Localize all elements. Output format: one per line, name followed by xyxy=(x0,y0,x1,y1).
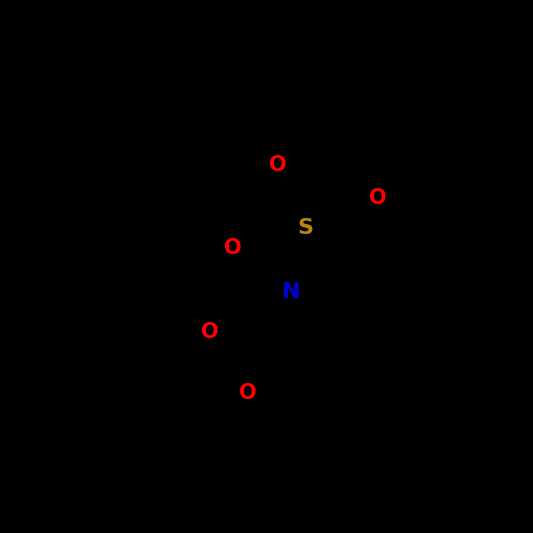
Text: O: O xyxy=(269,155,287,175)
Text: O: O xyxy=(224,238,242,258)
Text: O: O xyxy=(369,188,387,208)
Text: S: S xyxy=(297,218,313,238)
Text: N: N xyxy=(282,282,300,302)
Text: O: O xyxy=(201,322,219,342)
Text: O: O xyxy=(239,383,257,403)
